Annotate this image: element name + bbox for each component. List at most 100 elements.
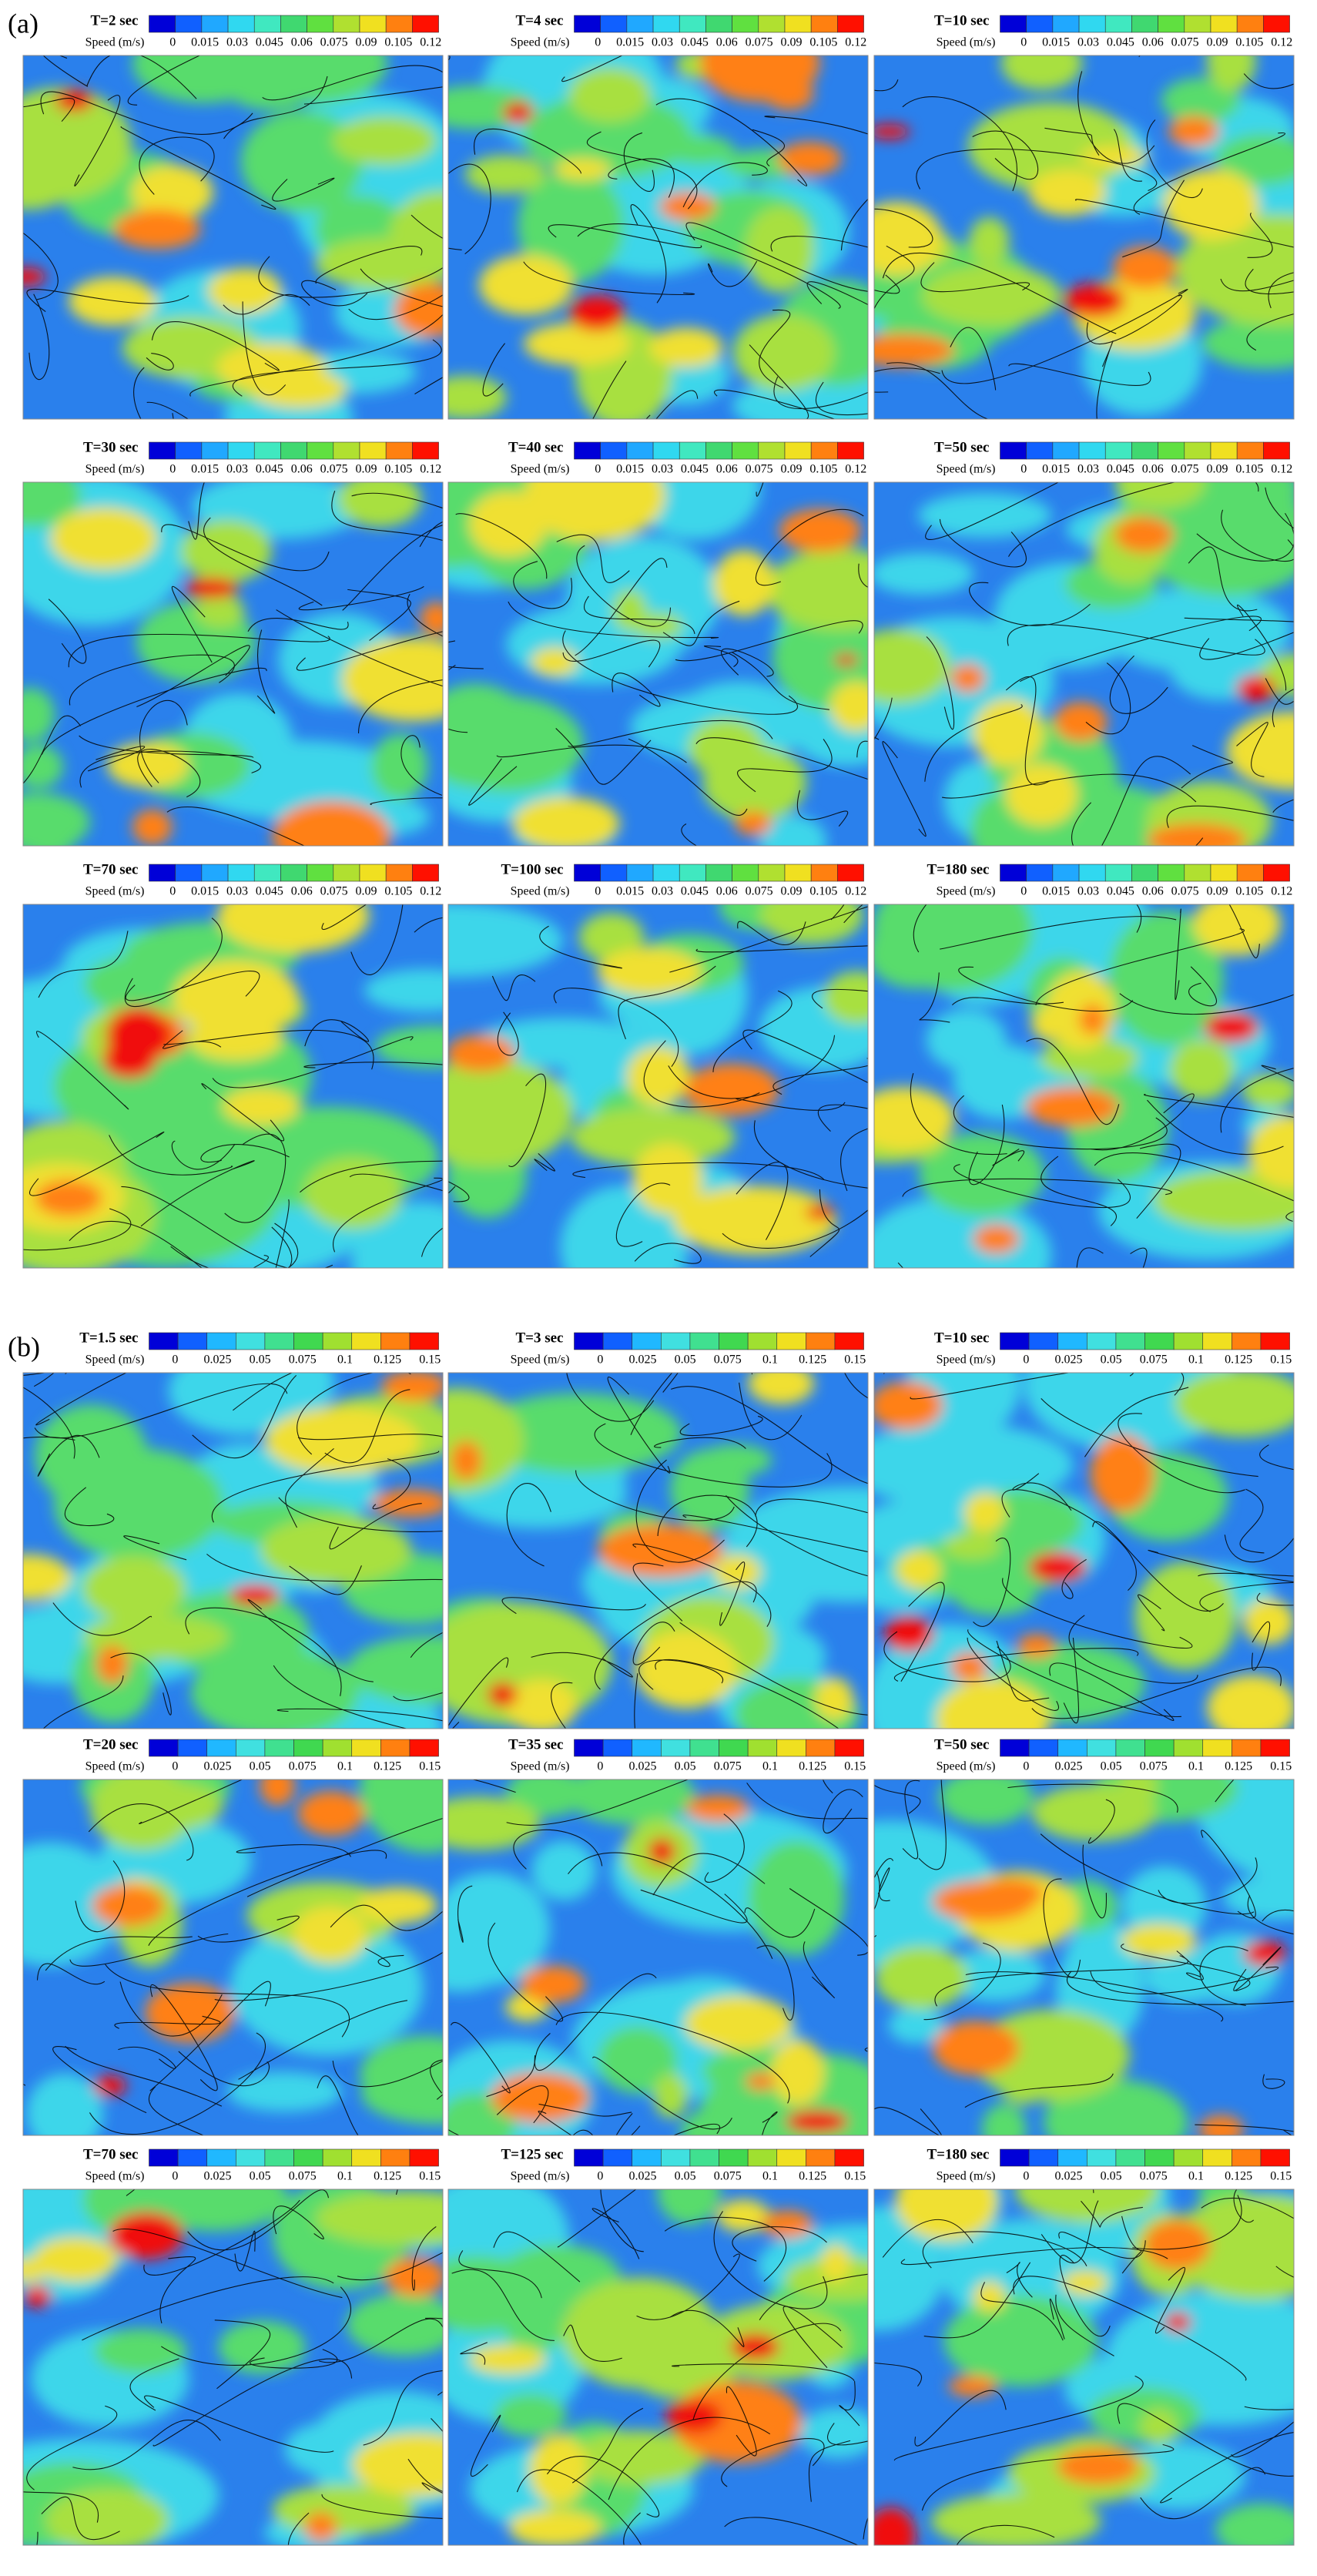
contour-blob [1206, 1675, 1294, 1729]
streamline [285, 1447, 334, 1528]
contour-blob [771, 2038, 825, 2105]
colorbar-box [574, 1332, 604, 1350]
streamline [321, 2494, 443, 2519]
colorbar-box [652, 441, 680, 460]
panel-frame [873, 481, 1295, 847]
streamline [348, 294, 443, 320]
contour-field [874, 1779, 1294, 2135]
streamline [23, 1208, 132, 1251]
contour-blob [1028, 1552, 1087, 1583]
colorbar-tick-label: 0.09 [1207, 36, 1228, 49]
colorbar-box [1052, 15, 1080, 33]
streamline [363, 2370, 443, 2446]
streamline [682, 1514, 868, 1553]
panel: T=180 sec Speed (m/s) 0 0.015 0.03 0.045 0.06 0… [873, 861, 1295, 1269]
contour-blob [448, 1796, 541, 1850]
contour-blob [1054, 702, 1108, 742]
streamline [941, 773, 1197, 803]
colorbar-box [1000, 15, 1027, 33]
streamline [287, 2512, 310, 2545]
streamline [874, 1858, 894, 1938]
streamline [37, 1435, 100, 1477]
contour-blob [665, 2400, 722, 2433]
contour-blob [1144, 2219, 1211, 2270]
contour-blob [90, 1779, 193, 1850]
streamline [23, 97, 75, 122]
streamline [630, 204, 667, 304]
contour-blob [337, 482, 422, 528]
streamline [38, 931, 129, 998]
colorbar-tick-label: 0.12 [845, 885, 866, 898]
colorbar-title: Speed (m/s) [937, 463, 996, 476]
contour-blob [1118, 1779, 1158, 1806]
contour-blob [833, 654, 859, 666]
streamline [695, 945, 868, 953]
colorbar-tick-label: 0.125 [1225, 1353, 1252, 1367]
colorbar-box [632, 1332, 662, 1350]
contour-blob [786, 2110, 848, 2134]
colorbar-title: Speed (m/s) [937, 1760, 996, 1773]
colorbar-box [175, 441, 203, 460]
colorbar-tick-label: 0.06 [291, 36, 313, 49]
contour-blob [385, 2257, 443, 2297]
contour-blob [512, 797, 620, 846]
streamline [1059, 2255, 1111, 2337]
contour-blob [523, 322, 631, 366]
contour-blob [874, 201, 943, 276]
colorbar-box [177, 2148, 208, 2167]
streamline [1067, 1971, 1294, 2005]
streamline [736, 1162, 789, 1240]
contour-blob [92, 1884, 165, 1927]
streamline [171, 1140, 236, 1170]
streamline [508, 1073, 546, 1167]
colorbar-box [236, 2148, 266, 2167]
streamline [534, 1152, 555, 1172]
panel-time: T=35 sec [508, 1736, 564, 1753]
colorbar-tick-label: 0.015 [191, 885, 219, 898]
colorbar-tick-label: 0 [169, 36, 176, 49]
colorbar-box [705, 15, 732, 33]
colorbar-box [1104, 15, 1132, 33]
colorbar-tick-label: 0 [595, 36, 601, 49]
colorbar-tick-label: 0.045 [681, 463, 709, 476]
streamline [921, 2444, 1174, 2511]
contour-blob [35, 1404, 148, 1507]
streamline [200, 1144, 290, 1163]
streamline [893, 2375, 1144, 2461]
colorbar-box [1184, 15, 1211, 33]
colorbar-tick-label: 0 [1020, 36, 1027, 49]
panel-frame [873, 55, 1295, 420]
streamline [118, 2046, 176, 2069]
contour-blob [217, 904, 370, 954]
colorbar-tick-label: 0.075 [289, 1353, 317, 1367]
panel: T=4 sec Speed (m/s) 0 0.015 0.03 0.045 0.06 0.0… [447, 12, 869, 420]
streamline [137, 749, 201, 798]
contour-field [874, 1373, 1294, 1729]
panel: T=20 sec Speed (m/s) 0 0.025 0.05 0.075 0.1 0.1… [22, 1736, 444, 2136]
contour-field [448, 55, 868, 419]
streamline [584, 595, 695, 634]
streamline [1013, 2276, 1247, 2381]
contour-blob [634, 1630, 738, 1709]
streamline [1085, 662, 1131, 735]
panel-time: T=3 sec [515, 1330, 563, 1346]
colorbar-tick-label: 0.105 [809, 36, 837, 49]
streamline [1133, 132, 1286, 215]
streamline [577, 223, 841, 309]
streamline [1256, 1592, 1294, 1606]
colorbar-tick-label: 0.075 [746, 463, 773, 476]
streamline [458, 2250, 542, 2299]
panel-time: T=20 sec [83, 1736, 139, 1753]
streamline [1041, 1156, 1118, 1226]
streamline [79, 735, 254, 759]
contour-blob [969, 216, 1010, 265]
contour-blob [113, 209, 201, 250]
streamline [1136, 904, 1142, 933]
streamline [246, 1817, 443, 1897]
contour-field [23, 904, 443, 1268]
streamline [704, 645, 739, 668]
colorbar-box [149, 1332, 179, 1350]
streamline [732, 2226, 827, 2262]
colorbar-box [1057, 1739, 1087, 1757]
streamline [1026, 1038, 1120, 1125]
